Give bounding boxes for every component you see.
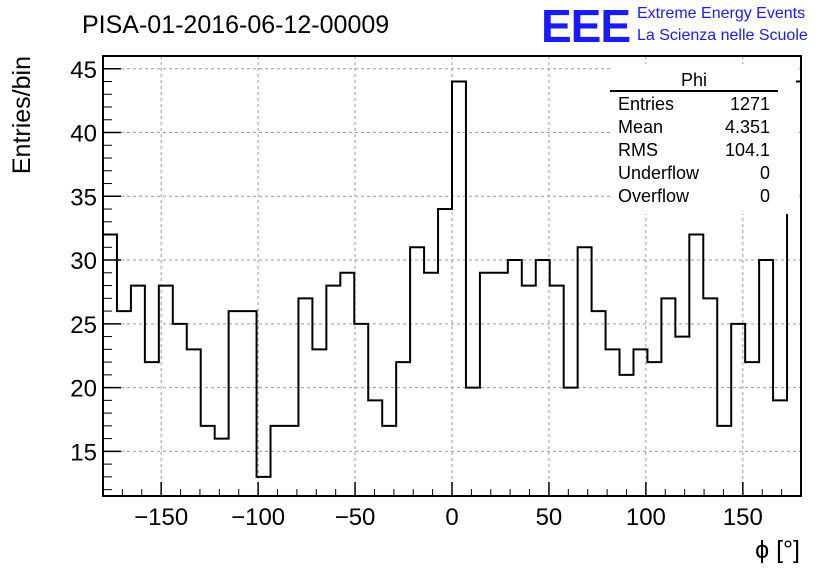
y-tick-label: 25 — [70, 312, 97, 339]
x-axis-label: ϕ [°] — [755, 536, 800, 564]
histogram-bin — [745, 362, 759, 496]
histogram-bin — [592, 311, 606, 496]
y-tick-labels: 15 20 25 30 35 40 45 — [70, 57, 97, 467]
histogram-bin — [201, 426, 215, 496]
histogram-bin — [689, 235, 703, 496]
histogram — [102, 80, 802, 496]
histogram-bin — [550, 286, 564, 496]
chart-title: PISA-01-2016-06-12-00009 — [82, 11, 389, 39]
histogram-bin — [298, 298, 312, 496]
histogram-bin — [117, 311, 131, 496]
histogram-outline — [102, 80, 802, 496]
x-tick-labels: −150 −100 −50 0 50 100 150 — [134, 504, 763, 531]
eee-logo: EEE Extreme Energy Events La Scienza nel… — [541, 0, 808, 52]
y-tick-label: 35 — [70, 184, 97, 211]
histogram-bin — [606, 349, 620, 496]
stats-box-background — [610, 64, 796, 214]
stats-header: Phi — [681, 70, 707, 90]
histogram-bin — [382, 426, 396, 496]
histogram-bin — [187, 349, 201, 496]
stats-box: Phi Entries 1271 Mean 4.351 RMS 104.1 Underflo… — [610, 64, 796, 214]
y-tick-label: 40 — [70, 121, 97, 148]
histogram-bin — [243, 311, 257, 496]
histogram-bin — [633, 349, 647, 496]
histogram-bin — [271, 426, 285, 496]
histogram-bin — [564, 388, 578, 496]
x-tick-label: −150 — [134, 504, 188, 531]
histogram-bin — [131, 286, 145, 496]
histogram-bin — [354, 324, 368, 496]
histogram-bin — [522, 286, 536, 496]
histogram-bin — [647, 362, 661, 496]
histogram-bin — [675, 337, 689, 496]
histogram-bin — [759, 260, 773, 496]
histogram-bin — [578, 247, 592, 496]
histogram-bin — [215, 439, 229, 496]
histogram-bin — [661, 298, 675, 496]
histogram-bin — [466, 388, 480, 496]
logo-mark: EEE — [541, 0, 630, 52]
histogram-bin — [703, 298, 717, 496]
y-tick-label: 20 — [70, 376, 97, 403]
stats-row-value: 4.351 — [725, 117, 770, 137]
histogram-bin — [145, 362, 159, 496]
histogram-bin — [229, 311, 243, 496]
histogram-bin — [326, 286, 340, 496]
stats-row-value: 1271 — [730, 94, 770, 114]
histogram-bin — [773, 400, 787, 496]
histogram-bin — [424, 273, 438, 496]
logo-line-2: La Scienza nelle Scuole — [637, 27, 808, 44]
stats-row-label: Overflow — [618, 186, 690, 206]
y-axis-label: Entries/bin — [8, 56, 36, 174]
histogram-bin — [536, 260, 550, 496]
histogram-bin — [494, 273, 508, 496]
stats-row-label: Underflow — [618, 163, 700, 183]
stats-row-label: Mean — [618, 117, 663, 137]
histogram-bin — [312, 349, 326, 496]
histogram-bin — [368, 400, 382, 496]
histogram-bin — [438, 209, 452, 496]
x-tick-label: 100 — [626, 504, 666, 531]
histogram-bin — [396, 362, 410, 496]
y-tick-label: 15 — [70, 439, 97, 466]
histogram-bin — [173, 324, 187, 496]
x-tick-label: 50 — [536, 504, 563, 531]
histogram-bin — [480, 273, 494, 496]
x-tick-label: −100 — [231, 504, 285, 531]
histogram-bin — [410, 247, 424, 496]
histogram-bin — [717, 426, 731, 496]
x-tick-label: 0 — [445, 504, 458, 531]
y-tick-label: 45 — [70, 57, 97, 84]
stats-row-value: 0 — [760, 186, 770, 206]
histogram-bin — [620, 375, 634, 496]
histogram-bin — [508, 260, 522, 496]
stats-row-value: 104.1 — [725, 140, 770, 160]
stats-row-label: RMS — [618, 140, 658, 160]
stats-rows: Entries 1271 Mean 4.351 RMS 104.1 Underflow 0 Ov… — [618, 94, 770, 206]
stats-row-value: 0 — [760, 163, 770, 183]
stats-row-label: Entries — [618, 94, 674, 114]
x-tick-label: 150 — [723, 504, 763, 531]
histogram-bin — [103, 235, 117, 496]
histogram-bin — [284, 426, 298, 496]
histogram-bin — [340, 273, 354, 496]
y-tick-label: 30 — [70, 248, 97, 275]
logo-line-1: Extreme Energy Events — [637, 5, 805, 22]
histogram-bin — [452, 82, 466, 496]
x-tick-label: −50 — [335, 504, 376, 531]
axis-ticks — [102, 68, 802, 496]
